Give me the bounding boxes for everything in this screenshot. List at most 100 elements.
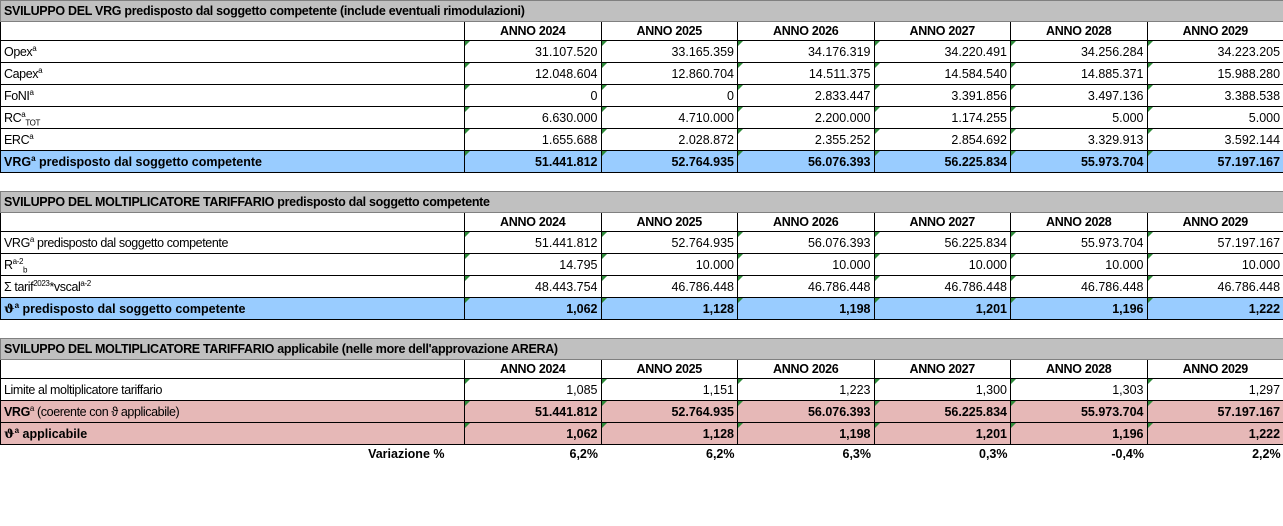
value-cell[interactable]: 55.973.704: [1010, 231, 1148, 254]
value-cell[interactable]: 3.497.136: [1010, 84, 1148, 107]
total-cell[interactable]: 52.764.935: [600, 150, 738, 173]
value-cell[interactable]: 10.000: [873, 253, 1011, 276]
value-cell[interactable]: 5.000: [1010, 106, 1148, 129]
row-label[interactable]: Limite al moltiplicatore tariffario: [0, 378, 465, 401]
section3-title[interactable]: SVILUPPO DEL MOLTIPLICATORE TARIFFARIO a…: [0, 338, 1283, 360]
value-cell[interactable]: 34.223.205: [1146, 40, 1283, 63]
row-label[interactable]: ϑa predisposto dal soggetto competente: [0, 297, 465, 320]
year-header[interactable]: ANNO 2029: [1146, 359, 1283, 379]
row-label[interactable]: VRGa predisposto dal soggetto competente: [0, 150, 465, 173]
value-cell[interactable]: 1,151: [600, 378, 738, 401]
value-cell[interactable]: 3.592.144: [1146, 128, 1283, 151]
year-header[interactable]: ANNO 2025: [600, 212, 738, 232]
value-cell[interactable]: 1,297: [1146, 378, 1283, 401]
variation-cell[interactable]: 2,2%: [1252, 447, 1281, 461]
value-cell[interactable]: 1,223: [737, 378, 875, 401]
value-cell[interactable]: 10.000: [600, 253, 738, 276]
value-cell[interactable]: 33.165.359: [600, 40, 738, 63]
year-header[interactable]: ANNO 2024: [464, 359, 602, 379]
variation-cell[interactable]: 0,3%: [979, 447, 1008, 461]
value-cell[interactable]: 34.256.284: [1010, 40, 1148, 63]
value-cell[interactable]: 57.197.167: [1146, 400, 1283, 423]
total-cell[interactable]: 1,222: [1146, 297, 1283, 320]
row-label[interactable]: Σ tarif2023*vscala-2: [0, 275, 465, 298]
year-header[interactable]: ANNO 2027: [873, 212, 1011, 232]
year-header[interactable]: ANNO 2026: [737, 21, 875, 41]
variation-cell[interactable]: 6,2%: [569, 447, 599, 461]
value-cell[interactable]: 46.786.448: [1010, 275, 1148, 298]
row-label[interactable]: VRGa predisposto dal soggetto competente: [0, 231, 465, 254]
total-cell[interactable]: 56.225.834: [873, 150, 1011, 173]
value-cell[interactable]: 4.710.000: [600, 106, 738, 129]
value-cell[interactable]: 56.076.393: [737, 231, 875, 254]
value-cell[interactable]: 1.174.255: [873, 106, 1011, 129]
total-cell[interactable]: 1,201: [873, 297, 1011, 320]
total-cell[interactable]: 1,062: [464, 297, 602, 320]
value-cell[interactable]: 6.630.000: [464, 106, 602, 129]
value-cell[interactable]: 0: [464, 84, 602, 107]
value-cell[interactable]: 52.764.935: [600, 231, 738, 254]
year-header[interactable]: ANNO 2027: [873, 21, 1011, 41]
row-label[interactable]: Capexa: [0, 62, 465, 85]
value-cell[interactable]: 57.197.167: [1146, 231, 1283, 254]
value-cell[interactable]: 31.107.520: [464, 40, 602, 63]
value-cell[interactable]: 1,303: [1010, 378, 1148, 401]
year-header[interactable]: ANNO 2028: [1010, 212, 1148, 232]
variation-cell[interactable]: 6,3%: [842, 447, 872, 461]
header-blank-cell[interactable]: [0, 212, 465, 232]
year-header[interactable]: ANNO 2029: [1146, 212, 1283, 232]
value-cell[interactable]: 14.795: [464, 253, 602, 276]
year-header[interactable]: ANNO 2026: [737, 359, 875, 379]
year-header[interactable]: ANNO 2025: [600, 359, 738, 379]
value-cell[interactable]: 1,128: [600, 422, 738, 445]
value-cell[interactable]: 10.000: [737, 253, 875, 276]
value-cell[interactable]: 1,196: [1010, 422, 1148, 445]
value-cell[interactable]: 1,201: [873, 422, 1011, 445]
value-cell[interactable]: 2.854.692: [873, 128, 1011, 151]
section2-title[interactable]: SVILUPPO DEL MOLTIPLICATORE TARIFFARIO p…: [0, 191, 1283, 213]
value-cell[interactable]: 56.076.393: [737, 400, 875, 423]
row-label[interactable]: FoNIa: [0, 84, 465, 107]
value-cell[interactable]: 46.786.448: [600, 275, 738, 298]
value-cell[interactable]: 5.000: [1146, 106, 1283, 129]
value-cell[interactable]: 3.391.856: [873, 84, 1011, 107]
value-cell[interactable]: 1,062: [464, 422, 602, 445]
row-label[interactable]: VRGa (coerente con ϑ applicabile): [0, 400, 465, 423]
value-cell[interactable]: 56.225.834: [873, 231, 1011, 254]
year-header[interactable]: ANNO 2025: [600, 21, 738, 41]
value-cell[interactable]: 55.973.704: [1010, 400, 1148, 423]
value-cell[interactable]: 48.443.754: [464, 275, 602, 298]
variation-cell[interactable]: -0,4%: [1111, 447, 1144, 461]
year-header[interactable]: ANNO 2026: [737, 212, 875, 232]
row-label[interactable]: ERCa: [0, 128, 465, 151]
value-cell[interactable]: 2.833.447: [737, 84, 875, 107]
value-cell[interactable]: 3.329.913: [1010, 128, 1148, 151]
value-cell[interactable]: 46.786.448: [737, 275, 875, 298]
variation-label[interactable]: Variazione %: [368, 447, 445, 461]
row-label[interactable]: Ra-2b: [0, 253, 465, 276]
value-cell[interactable]: 1,198: [737, 422, 875, 445]
year-header[interactable]: ANNO 2028: [1010, 359, 1148, 379]
value-cell[interactable]: 2.200.000: [737, 106, 875, 129]
total-cell[interactable]: 57.197.167: [1146, 150, 1283, 173]
value-cell[interactable]: 1,085: [464, 378, 602, 401]
value-cell[interactable]: 3.388.538: [1146, 84, 1283, 107]
header-blank-cell[interactable]: [0, 21, 465, 41]
value-cell[interactable]: 15.988.280: [1146, 62, 1283, 85]
value-cell[interactable]: 51.441.812: [464, 231, 602, 254]
value-cell[interactable]: 46.786.448: [873, 275, 1011, 298]
row-label[interactable]: RCaTOT: [0, 106, 465, 129]
value-cell[interactable]: 1,222: [1146, 422, 1283, 445]
value-cell[interactable]: 12.048.604: [464, 62, 602, 85]
header-blank-cell[interactable]: [0, 359, 465, 379]
year-header[interactable]: ANNO 2027: [873, 359, 1011, 379]
total-cell[interactable]: 51.441.812: [464, 150, 602, 173]
value-cell[interactable]: 2.028.872: [600, 128, 738, 151]
year-header[interactable]: ANNO 2024: [464, 212, 602, 232]
value-cell[interactable]: 10.000: [1010, 253, 1148, 276]
value-cell[interactable]: 2.355.252: [737, 128, 875, 151]
value-cell[interactable]: 52.764.935: [600, 400, 738, 423]
total-cell[interactable]: 1,128: [600, 297, 738, 320]
value-cell[interactable]: 14.511.375: [737, 62, 875, 85]
value-cell[interactable]: 51.441.812: [464, 400, 602, 423]
